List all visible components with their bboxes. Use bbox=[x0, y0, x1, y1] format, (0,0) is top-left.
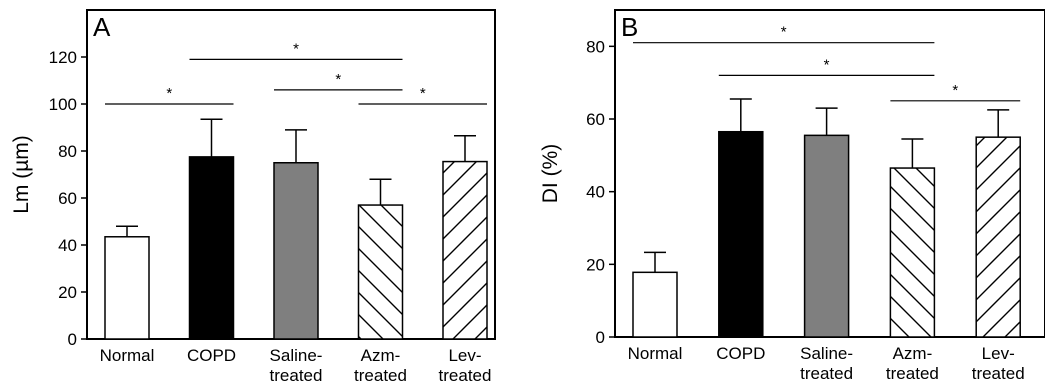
bar bbox=[273, 162, 319, 340]
bar bbox=[632, 271, 678, 338]
panel-b: 0 20 40 60 80 DI (%) B Normal COPD Saline-treated… bbox=[539, 9, 1045, 383]
y-tick-label: 100 bbox=[49, 95, 77, 114]
bar bbox=[188, 156, 235, 340]
bar bbox=[889, 167, 936, 338]
y-tick-label: 0 bbox=[596, 328, 605, 347]
x-tick-label: Normal bbox=[628, 344, 683, 363]
x-tick-label: Normal bbox=[100, 346, 155, 365]
panel-letter: B bbox=[621, 12, 638, 42]
x-tick-label: Lev-treated bbox=[972, 344, 1025, 383]
bar bbox=[975, 136, 1021, 338]
x-tick-label: Azm-treated bbox=[354, 346, 407, 385]
bar bbox=[718, 130, 764, 338]
significance-star: * bbox=[824, 56, 830, 73]
y-tick-label: 80 bbox=[58, 142, 77, 161]
bar bbox=[803, 134, 850, 338]
significance-star: * bbox=[335, 71, 341, 88]
y-tick-label: 60 bbox=[586, 110, 605, 129]
x-tick-label: Lev-treated bbox=[439, 346, 492, 385]
x-tick-label: COPD bbox=[716, 344, 765, 363]
significance-star: * bbox=[166, 85, 172, 102]
y-tick-label: 20 bbox=[586, 255, 605, 274]
bar bbox=[104, 236, 150, 340]
significance-star: * bbox=[293, 40, 299, 57]
significance-star: * bbox=[781, 24, 787, 41]
x-tick-label: COPD bbox=[187, 346, 236, 365]
bar bbox=[357, 204, 404, 340]
y-axis-label: Lm (µm) bbox=[10, 135, 33, 214]
y-tick-label: 40 bbox=[58, 236, 77, 255]
x-tick-label: Azm-treated bbox=[886, 344, 939, 383]
y-tick-label: 40 bbox=[586, 183, 605, 202]
y-tick-label: 60 bbox=[58, 189, 77, 208]
y-tick-label: 0 bbox=[68, 330, 77, 349]
y-tick-label: 120 bbox=[49, 48, 77, 67]
significance-star: * bbox=[952, 82, 958, 99]
x-tick-label: Saline-treated bbox=[270, 346, 323, 385]
x-tick-label: Saline-treated bbox=[800, 344, 853, 383]
panel-letter: A bbox=[93, 12, 111, 42]
significance-star: * bbox=[420, 85, 426, 102]
y-tick-label: 80 bbox=[586, 37, 605, 56]
panel-a: 0 20 40 60 80 100 120 Lm (µm) A Normal COPD Saline-… bbox=[10, 9, 496, 385]
y-tick-label: 20 bbox=[58, 283, 77, 302]
bar bbox=[442, 160, 488, 340]
y-axis-label: DI (%) bbox=[539, 144, 562, 204]
